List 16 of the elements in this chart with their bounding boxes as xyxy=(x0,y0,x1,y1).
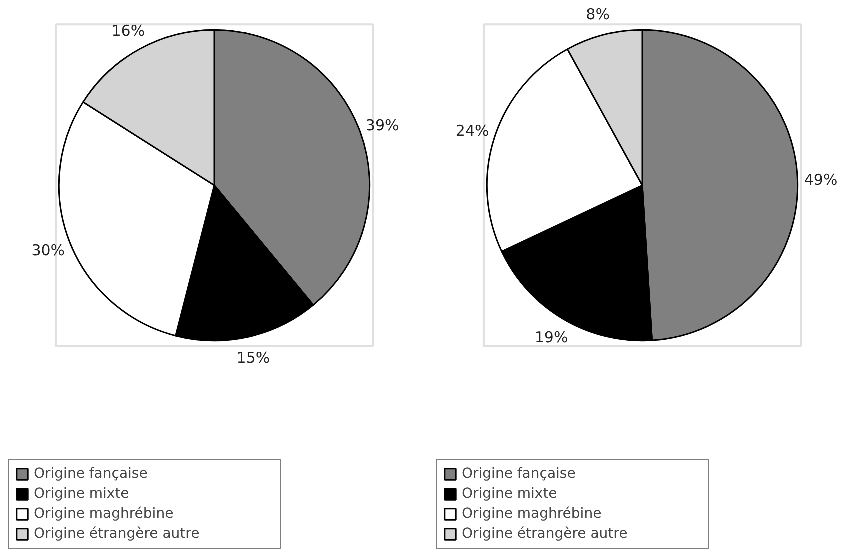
data-label: 30% xyxy=(32,242,66,260)
data-label: 19% xyxy=(534,328,568,346)
data-label: 15% xyxy=(236,348,270,367)
legend-label: Origine étrangère autre xyxy=(34,526,201,542)
legend-label: Origine fançaise xyxy=(462,466,577,482)
data-label: 8% xyxy=(586,5,610,24)
data-label: 24% xyxy=(456,122,490,140)
legend-label: Origine fançaise xyxy=(34,466,149,482)
data-label: 39% xyxy=(366,116,400,135)
data-label: 16% xyxy=(112,22,146,40)
legend-label: Origine mixte xyxy=(34,486,130,502)
legend-label: Origine étrangère autre xyxy=(462,526,629,542)
legend-label: Origine maghrébine xyxy=(34,506,175,522)
data-label: 49% xyxy=(804,170,838,189)
legend-label: Origine maghrébine xyxy=(462,506,603,522)
legend-label: Origine mixte xyxy=(462,486,558,502)
